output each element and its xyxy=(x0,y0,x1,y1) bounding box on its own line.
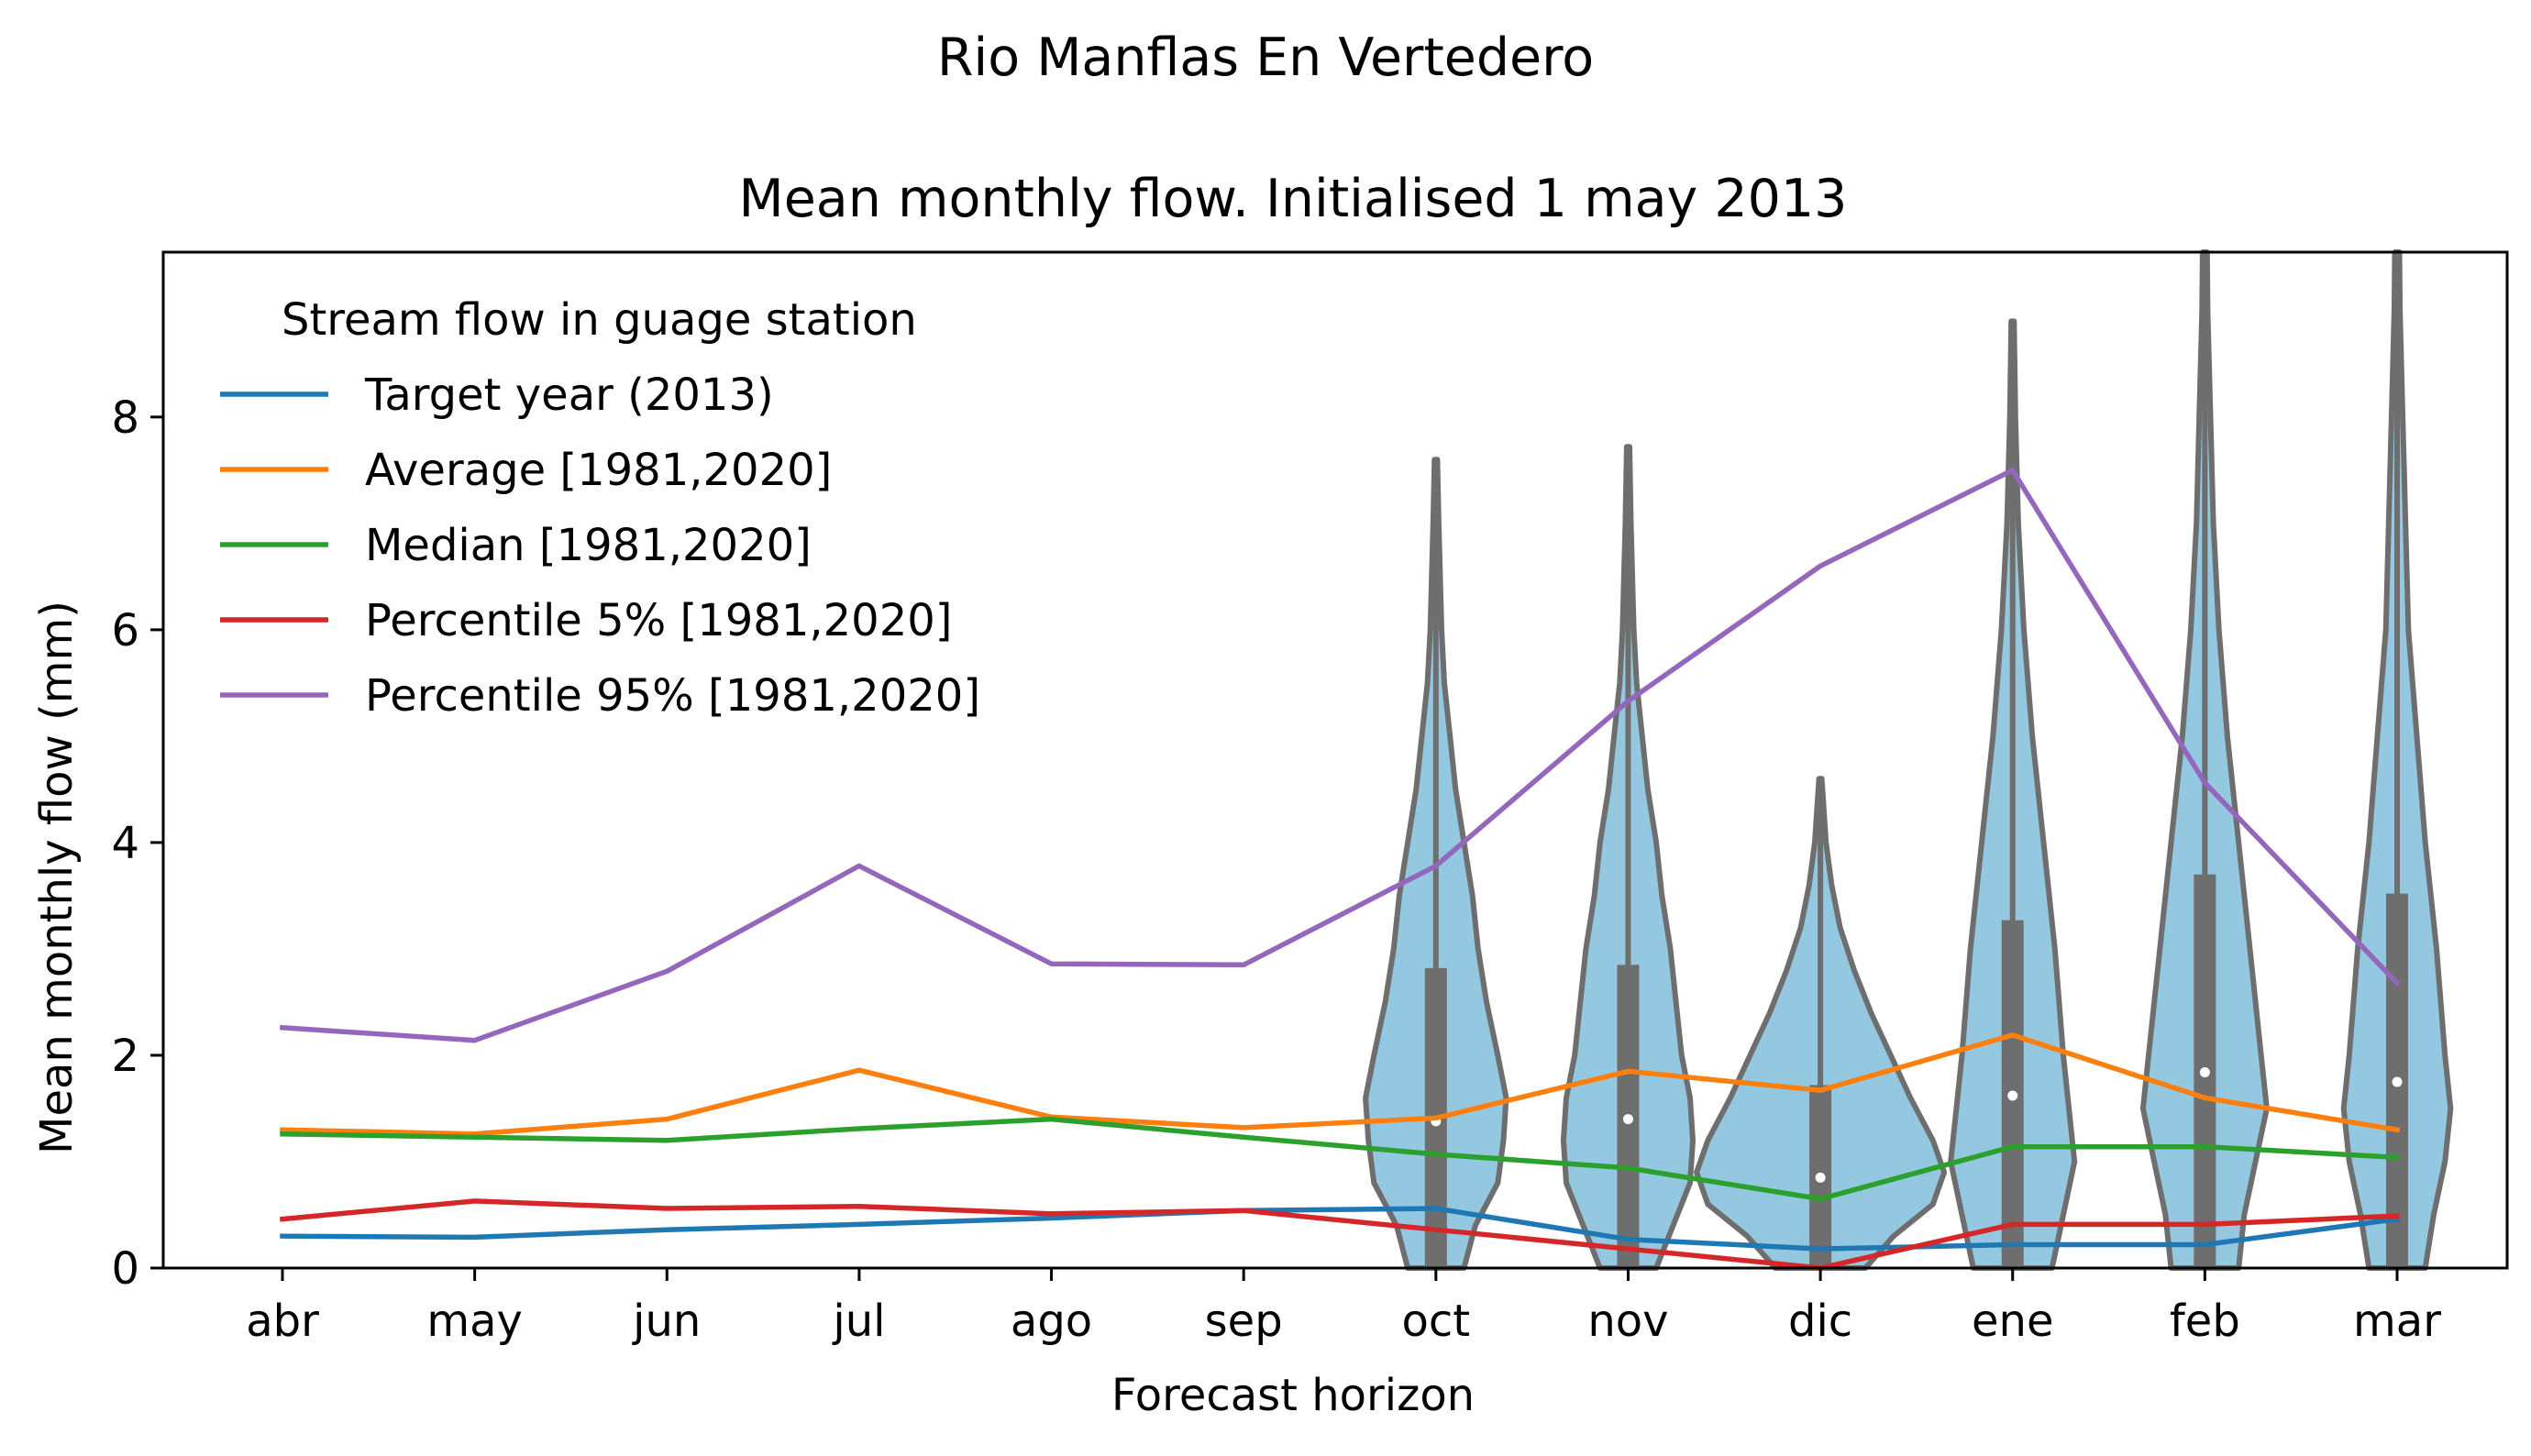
series-line-3 xyxy=(280,1116,2400,1202)
legend-title: Stream flow in guage station xyxy=(282,294,917,346)
legend-label-1: Target year (2013) xyxy=(364,370,774,421)
x-tick-label-dic: dic xyxy=(1788,1296,1852,1347)
legend-label-2: Average [1981,2020] xyxy=(365,445,832,496)
legend-label-3: Median [1981,2020] xyxy=(365,520,812,571)
x-axis-label: Forecast horizon xyxy=(1111,1370,1475,1421)
series-line-2 xyxy=(280,1032,2401,1137)
x-tick-label-may: may xyxy=(426,1296,523,1347)
series-line-1 xyxy=(280,1206,2401,1252)
axes: abr may jun jul ago sep oct nov dic ene feb mar 0 2 4 6… xyxy=(111,250,2509,1347)
x-tick-label-jun: jun xyxy=(632,1296,701,1347)
x-tick-label-abr: abr xyxy=(246,1296,319,1347)
series-lines xyxy=(280,468,2401,1271)
violin-median-nov xyxy=(1622,1114,1633,1125)
x-tick-label-nov: nov xyxy=(1587,1296,1668,1347)
legend: Stream flow in guage station Target year… xyxy=(220,294,980,722)
chart-suptitle: Rio Manflas En Vertedero xyxy=(937,28,1594,88)
series-line-5 xyxy=(280,468,2401,1043)
violin-median-ene xyxy=(2007,1090,2018,1101)
violin-median-dic xyxy=(1815,1172,1826,1183)
violin-median-mar xyxy=(2392,1076,2403,1087)
series-line-4 xyxy=(280,1198,2400,1271)
legend-label-4: Percentile 5% [1981,2020] xyxy=(365,595,953,646)
y-tick-label-0: 0 xyxy=(111,1243,139,1295)
y-tick-label-8: 8 xyxy=(111,392,139,444)
y-axis-label: Mean monthly flow (mm) xyxy=(31,601,83,1154)
legend-label-5: Percentile 95% [1981,2020] xyxy=(365,670,980,722)
x-tick-label-ene: ene xyxy=(1972,1296,2053,1347)
x-tick-label-ago: ago xyxy=(1011,1296,1092,1347)
chart-title: Mean monthly flow. Initialised 1 may 201… xyxy=(739,169,1848,229)
y-tick-label-4: 4 xyxy=(111,818,139,869)
violin-median-feb xyxy=(2199,1067,2210,1078)
x-tick-label-mar: mar xyxy=(2353,1296,2441,1347)
x-tick-label-feb: feb xyxy=(2170,1296,2240,1347)
x-tick-label-sep: sep xyxy=(1205,1296,1283,1347)
y-tick-label-2: 2 xyxy=(111,1031,139,1082)
y-tick-label-6: 6 xyxy=(111,605,139,656)
plot-frame xyxy=(161,250,2509,1270)
x-tick-label-oct: oct xyxy=(1402,1296,1471,1347)
x-tick-label-jul: jul xyxy=(832,1296,885,1347)
